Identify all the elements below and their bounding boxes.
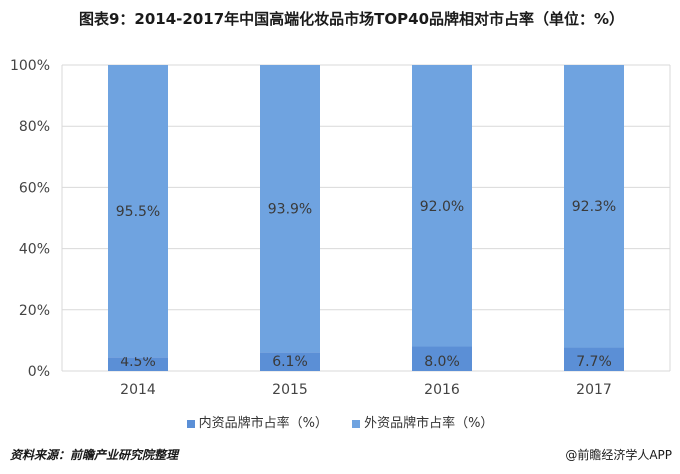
y-tick-label: 100% [10,58,50,74]
chart-title: 图表9：2014-2017年中国高端化妆品市场TOP40品牌相对市占率（单位：%… [79,10,625,28]
legend-item-domestic: 内资品牌市占率（%） [186,412,328,431]
y-tick-label: 40% [19,242,50,258]
legend: 内资品牌市占率（%） 外资品牌市占率（%） [0,412,680,431]
legend-label-domestic: 内资品牌市占率（%） [198,416,328,431]
data-label-domestic: 8.0% [424,354,460,370]
y-tick-label: 80% [19,119,50,135]
bar-domestic [564,347,624,371]
legend-item-foreign: 外资品牌市占率（%） [352,412,493,431]
legend-swatch-domestic [186,419,195,428]
bar-domestic [412,346,472,371]
legend-label-foreign: 外资品牌市占率（%） [364,416,494,431]
data-label-domestic: 6.1% [272,354,308,370]
data-label-foreign: 92.0% [420,199,464,215]
y-tick-label: 60% [19,180,50,196]
data-label-domestic: 4.5% [120,354,156,370]
brand-watermark: @前瞻经济学人APP [565,448,672,462]
bar-domestic [108,357,168,371]
data-label-foreign: 93.9% [268,202,312,218]
x-tick-label: 2015 [272,382,308,398]
x-tick-label: 2014 [120,382,156,398]
bar-foreign [412,65,472,347]
source-note: 资料来源：前瞻产业研究院整理 [10,448,179,462]
bar-foreign [564,65,624,348]
data-label-domestic: 7.7% [576,354,612,370]
y-tick-label: 20% [19,303,50,319]
x-tick-label: 2016 [424,382,460,398]
legend-swatch-foreign [352,419,361,428]
bar-domestic [260,352,320,371]
y-tick-label: 0% [28,364,50,380]
x-tick-label: 2017 [576,382,612,398]
bar-foreign [108,65,168,358]
data-label-foreign: 95.5% [116,204,160,220]
data-label-foreign: 92.3% [572,199,616,215]
bar-foreign [260,65,320,353]
